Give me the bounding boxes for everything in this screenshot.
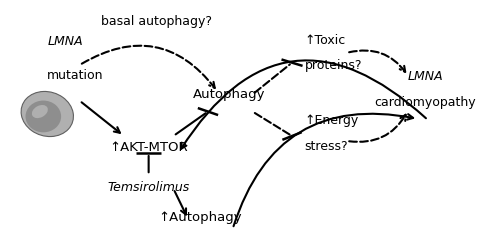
FancyArrowPatch shape <box>82 102 120 133</box>
Ellipse shape <box>21 92 74 136</box>
Text: ↑Energy: ↑Energy <box>304 114 358 128</box>
Text: cardiomyopathy: cardiomyopathy <box>374 96 476 109</box>
Text: Autophagy: Autophagy <box>193 88 266 101</box>
Text: ↑AKT-MTOR: ↑AKT-MTOR <box>110 141 188 154</box>
Text: Temsirolimus: Temsirolimus <box>108 181 190 194</box>
Text: stress?: stress? <box>304 140 348 153</box>
Text: proteins?: proteins? <box>304 59 362 72</box>
Text: ↑Toxic: ↑Toxic <box>304 34 346 47</box>
Text: ↑Autophagy: ↑Autophagy <box>158 211 242 224</box>
FancyArrowPatch shape <box>349 50 405 72</box>
Text: LMNA: LMNA <box>48 35 83 48</box>
FancyArrowPatch shape <box>181 60 426 149</box>
Text: mutation: mutation <box>48 69 104 82</box>
FancyArrowPatch shape <box>234 114 413 226</box>
FancyArrowPatch shape <box>176 113 206 134</box>
Text: basal autophagy?: basal autophagy? <box>100 15 212 28</box>
FancyArrowPatch shape <box>255 113 290 134</box>
Text: LMNA: LMNA <box>408 70 444 84</box>
Ellipse shape <box>32 105 48 118</box>
FancyArrowPatch shape <box>349 115 406 142</box>
Ellipse shape <box>26 100 61 132</box>
FancyArrowPatch shape <box>174 191 186 214</box>
FancyArrowPatch shape <box>254 64 290 93</box>
FancyArrowPatch shape <box>82 46 214 88</box>
